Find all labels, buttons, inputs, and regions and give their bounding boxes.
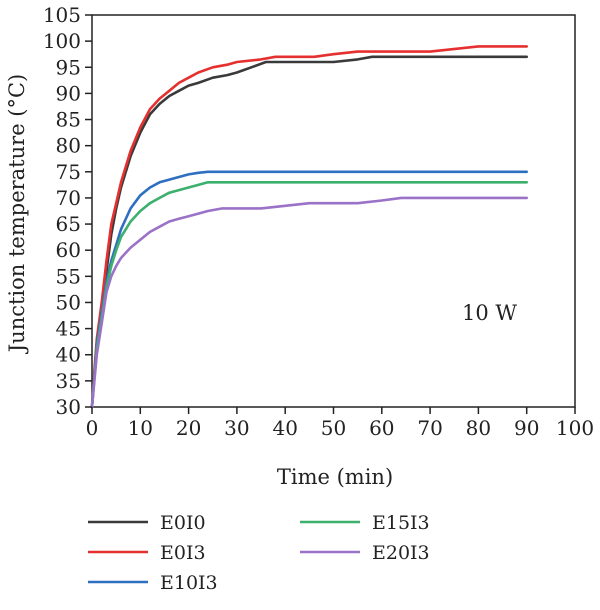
x-tick-label: 20 [176,416,201,440]
y-tick-label: 100 [43,29,81,53]
y-tick-label: 30 [56,395,81,419]
y-tick-label: 35 [56,369,81,393]
x-tick-label: 100 [556,416,594,440]
legend: E0I0 E0I3 E10I3 E15I3 E20I3 [88,512,430,594]
y-tick-label: 95 [56,55,81,79]
annotation-10w: 10 W [462,301,517,325]
y-tick-label: 90 [56,81,81,105]
series-line-e0i0 [90,55,528,409]
y-tick-label: 45 [56,317,81,341]
ticks-layer: 0 10 20 30 40 50 60 70 80 90 100303540455055606570… [43,3,594,440]
x-tick-label: 90 [514,416,539,440]
y-tick-label: 80 [56,134,81,158]
y-tick-label: 105 [43,3,81,27]
x-tick-label: 80 [466,416,491,440]
y-tick-label: 60 [56,238,81,262]
plot-area-frame [91,14,576,408]
series-line-e0i3 [90,45,528,409]
series-line-e20i3 [90,196,528,409]
legend-label-e15i3: E15I3 [372,512,430,534]
x-tick-label: 10 [128,416,153,440]
x-tick-label: 70 [417,416,442,440]
legend-label-e20i3: E20I3 [372,542,430,564]
series-line-e10i3 [90,170,528,409]
x-tick-label: 30 [224,416,249,440]
legend-label-e0i3: E0I3 [160,542,206,564]
x-tick-label: 40 [272,416,297,440]
x-tick-label: 60 [369,416,394,440]
y-axis-title: Junction temperature (°C) [5,74,29,355]
legend-label-e10i3: E10I3 [160,572,218,594]
x-tick-label: 50 [321,416,346,440]
series-line-e15i3 [90,181,528,409]
y-tick-label: 40 [56,343,81,367]
x-axis-title: Time (min) [277,465,393,489]
series-layer [90,45,528,409]
legend-label-e0i0: E0I0 [160,512,206,534]
y-tick-label: 75 [56,160,81,184]
y-tick-label: 50 [56,290,81,314]
y-tick-label: 70 [56,186,81,210]
y-tick-label: 85 [56,108,81,132]
x-tick-label: 0 [86,416,99,440]
y-tick-label: 55 [56,264,81,288]
y-tick-label: 65 [56,212,81,236]
